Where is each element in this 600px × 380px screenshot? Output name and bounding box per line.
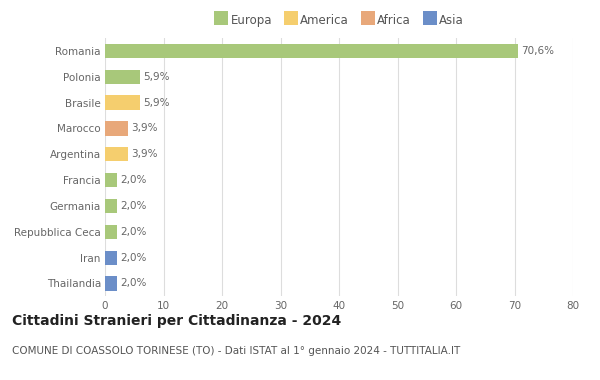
Bar [105, 276, 116, 291]
Text: 5,9%: 5,9% [143, 98, 170, 108]
Bar [105, 70, 140, 84]
Text: 2,0%: 2,0% [120, 253, 146, 263]
Text: 2,0%: 2,0% [120, 227, 146, 237]
Text: 3,9%: 3,9% [131, 149, 158, 159]
Text: 70,6%: 70,6% [521, 46, 554, 56]
Text: Cittadini Stranieri per Cittadinanza - 2024: Cittadini Stranieri per Cittadinanza - 2… [12, 314, 341, 328]
Text: 2,0%: 2,0% [120, 175, 146, 185]
Bar [105, 95, 140, 110]
Bar [105, 44, 518, 58]
Text: 5,9%: 5,9% [143, 72, 170, 82]
Bar [105, 173, 116, 187]
Text: 2,0%: 2,0% [120, 279, 146, 288]
Bar [105, 121, 128, 136]
Text: 2,0%: 2,0% [120, 201, 146, 211]
Legend: Europa, America, Africa, Asia: Europa, America, Africa, Asia [214, 14, 464, 27]
Bar [105, 225, 116, 239]
Bar [105, 199, 116, 213]
Bar [105, 147, 128, 162]
Text: 3,9%: 3,9% [131, 124, 158, 133]
Text: COMUNE DI COASSOLO TORINESE (TO) - Dati ISTAT al 1° gennaio 2024 - TUTTITALIA.IT: COMUNE DI COASSOLO TORINESE (TO) - Dati … [12, 346, 460, 356]
Bar [105, 250, 116, 265]
